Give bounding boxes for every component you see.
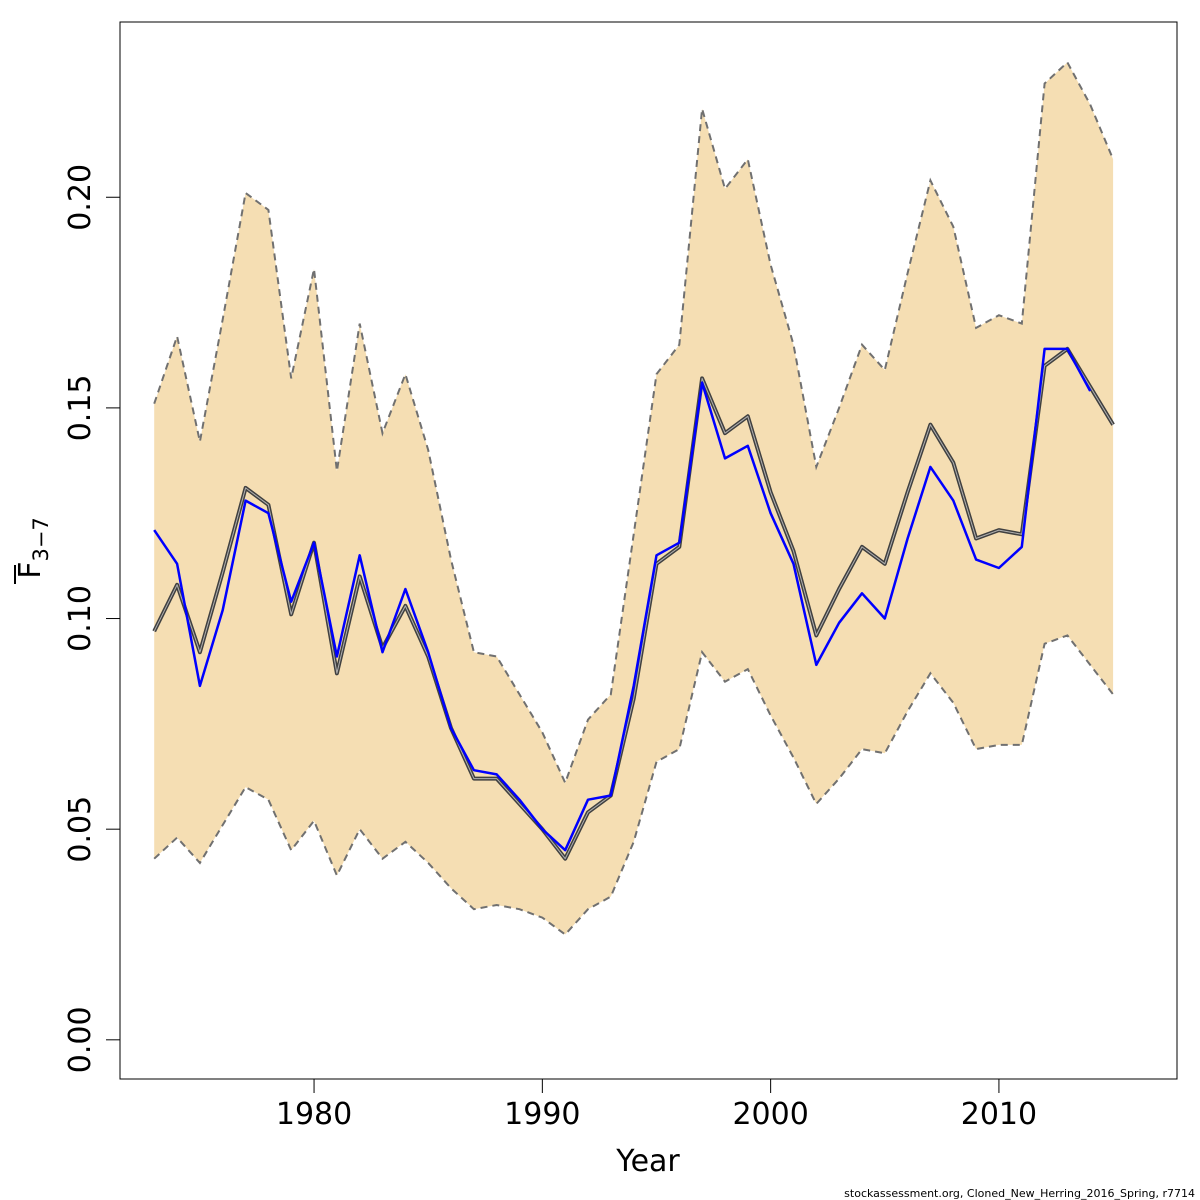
y-axis: 0.00 0.05 0.10 0.15 0.20 bbox=[63, 164, 120, 1073]
svg-text:F3−7: F3−7 bbox=[13, 517, 53, 579]
y-axis-title-main: F bbox=[13, 562, 48, 579]
y-tick-label: 0.20 bbox=[63, 164, 98, 231]
y-tick-label: 0.15 bbox=[63, 375, 98, 442]
series-lines bbox=[152, 346, 1115, 861]
x-axis-title: Year bbox=[615, 1144, 680, 1179]
plot-frame bbox=[119, 21, 1178, 1080]
y-tick-label: 0.10 bbox=[63, 585, 98, 652]
confidence-band bbox=[153, 60, 1115, 936]
y-axis-title: F3−7 bbox=[13, 517, 53, 584]
x-axis: 1980 1990 2000 2010 bbox=[276, 1079, 1037, 1132]
band-fill bbox=[154, 62, 1114, 935]
x-tick-label: 1990 bbox=[504, 1097, 580, 1132]
x-tick-label: 2010 bbox=[961, 1097, 1037, 1132]
footer-credit: stockassessment.org, Cloned_New_Herring_… bbox=[844, 1187, 1195, 1200]
y-tick-label: 0.00 bbox=[63, 1006, 98, 1073]
upper-bound-line bbox=[153, 60, 1115, 786]
retro-line bbox=[153, 347, 1092, 852]
y-axis-title-sub: 3−7 bbox=[29, 517, 53, 561]
x-tick-label: 2000 bbox=[732, 1097, 808, 1132]
x-tick-label: 1980 bbox=[276, 1097, 352, 1132]
y-tick-label: 0.05 bbox=[63, 796, 98, 863]
